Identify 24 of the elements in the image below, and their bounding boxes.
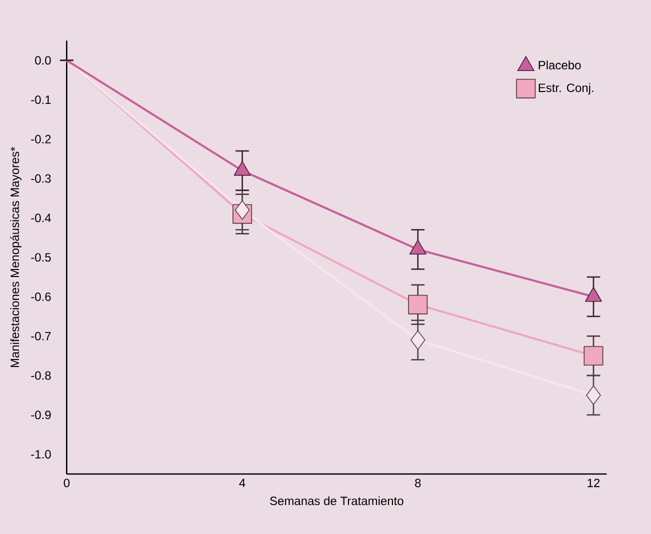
y-tick-label: -0.4 (31, 214, 51, 222)
point (408, 294, 428, 314)
legend-label: Estr. Conj. (538, 83, 594, 94)
y-tick-label: -0.1 (31, 95, 51, 104)
y-tick-label: 0.0 (35, 56, 51, 65)
y-tick-label: -0.6 (31, 292, 51, 301)
y-tick-label: -0.3 (31, 174, 51, 183)
x-tick-label: 0 (64, 478, 70, 488)
y-tick-label: -0.8 (31, 371, 51, 380)
point (234, 200, 250, 220)
y-tick-label: -0.7 (31, 332, 51, 340)
x-tick-label: 8 (415, 478, 421, 488)
y-tick-label: -0.5 (31, 253, 51, 262)
point (586, 385, 601, 405)
y-axis-title: Manifestaciones Menopáusicas Mayores* (10, 146, 22, 368)
legend-label: Placebo (538, 60, 581, 70)
point (410, 330, 426, 350)
y-tick-label: -0.2 (31, 134, 51, 144)
x-tick-label: 4 (239, 478, 246, 487)
point (584, 346, 604, 366)
y-tick-label: -0.9 (31, 410, 51, 420)
x-tick-label: 12 (588, 478, 600, 488)
x-axis-title: Semanas de Tratamiento (270, 496, 404, 506)
y-tick-label: -1.0 (31, 450, 51, 459)
